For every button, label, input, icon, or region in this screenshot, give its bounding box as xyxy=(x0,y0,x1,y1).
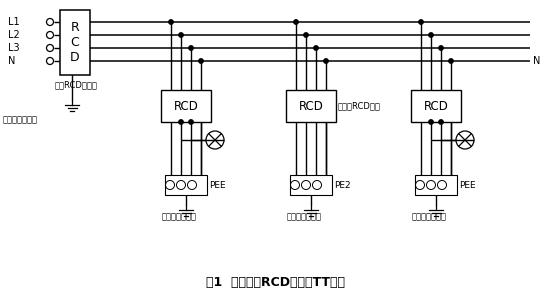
Text: 外露可导电部分: 外露可导电部分 xyxy=(162,213,197,221)
Circle shape xyxy=(189,120,193,124)
Circle shape xyxy=(304,33,308,37)
Circle shape xyxy=(429,33,433,37)
Circle shape xyxy=(419,20,423,24)
Text: PEE: PEE xyxy=(459,181,476,190)
Circle shape xyxy=(449,59,453,63)
Text: L3: L3 xyxy=(8,43,20,53)
Text: N: N xyxy=(533,56,540,66)
Bar xyxy=(60,10,90,75)
Text: 系统RCD总保护: 系统RCD总保护 xyxy=(55,81,98,89)
Circle shape xyxy=(199,59,203,63)
Text: RCD: RCD xyxy=(174,99,199,113)
Circle shape xyxy=(179,120,183,124)
Circle shape xyxy=(314,46,318,50)
Text: 电力系统接地点: 电力系统接地点 xyxy=(3,116,38,124)
Bar xyxy=(290,175,332,195)
Circle shape xyxy=(179,33,183,37)
Text: PEE: PEE xyxy=(209,181,226,190)
Text: 外露可导电部分: 外露可导电部分 xyxy=(287,213,322,221)
Bar xyxy=(415,175,457,195)
Circle shape xyxy=(189,46,193,50)
Circle shape xyxy=(169,20,173,24)
Circle shape xyxy=(324,59,328,63)
Text: 外露可导电部分: 外露可导电部分 xyxy=(412,213,447,221)
Text: N: N xyxy=(8,56,15,66)
Text: L2: L2 xyxy=(8,30,20,40)
Bar xyxy=(165,175,207,195)
Text: L1: L1 xyxy=(8,17,20,27)
Text: R
C
D: R C D xyxy=(70,21,80,64)
Text: RCD: RCD xyxy=(424,99,448,113)
Bar xyxy=(286,90,336,122)
Circle shape xyxy=(429,120,433,124)
Circle shape xyxy=(294,20,298,24)
Text: PE2: PE2 xyxy=(334,181,351,190)
Text: 客户端RCD保护: 客户端RCD保护 xyxy=(338,101,381,111)
Text: 图1  采用多级RCD保护的TT系统: 图1 采用多级RCD保护的TT系统 xyxy=(206,276,344,290)
Circle shape xyxy=(439,120,443,124)
Circle shape xyxy=(439,46,443,50)
Text: RCD: RCD xyxy=(299,99,323,113)
Bar xyxy=(411,90,461,122)
Bar xyxy=(161,90,211,122)
